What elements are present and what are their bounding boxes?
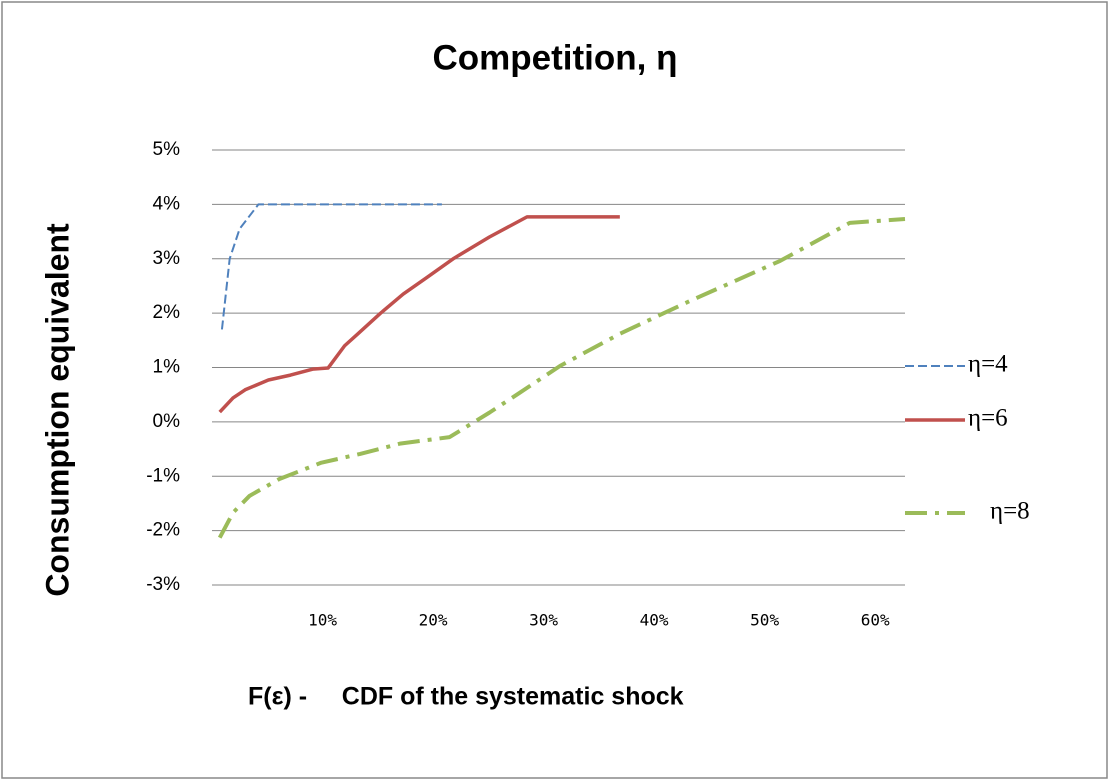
chart-title: Competition, η	[433, 38, 678, 77]
series-line	[217, 217, 906, 539]
x-axis-label: F(ε) - CDF of the systematic shock	[248, 683, 684, 711]
x-tick-label: 50%	[750, 611, 779, 630]
x-tick-label: 60%	[861, 611, 890, 630]
y-tick-label: -2%	[146, 520, 180, 541]
legend-label: η=8	[990, 498, 1030, 525]
y-tick-label: -1%	[146, 465, 180, 486]
series-line	[218, 215, 620, 414]
y-tick-label: -3%	[146, 574, 180, 595]
x-tick-label: 40%	[640, 611, 669, 630]
x-tick-label: 30%	[529, 611, 558, 630]
legend-label: η=6	[968, 405, 1008, 432]
y-tick-label: 5%	[153, 139, 181, 160]
y-tick-label: 4%	[153, 193, 181, 214]
legend-label: η=4	[968, 351, 1008, 378]
y-tick-label: 3%	[153, 248, 181, 269]
y-tick-label: 2%	[153, 302, 181, 323]
series-line	[220, 203, 442, 330]
y-axis-label: Consumption equivalent	[39, 223, 75, 597]
x-tick-label: 10%	[308, 611, 337, 630]
x-tick-label: 20%	[419, 611, 448, 630]
y-tick-label: 1%	[153, 357, 181, 378]
y-tick-label: 0%	[153, 411, 181, 432]
